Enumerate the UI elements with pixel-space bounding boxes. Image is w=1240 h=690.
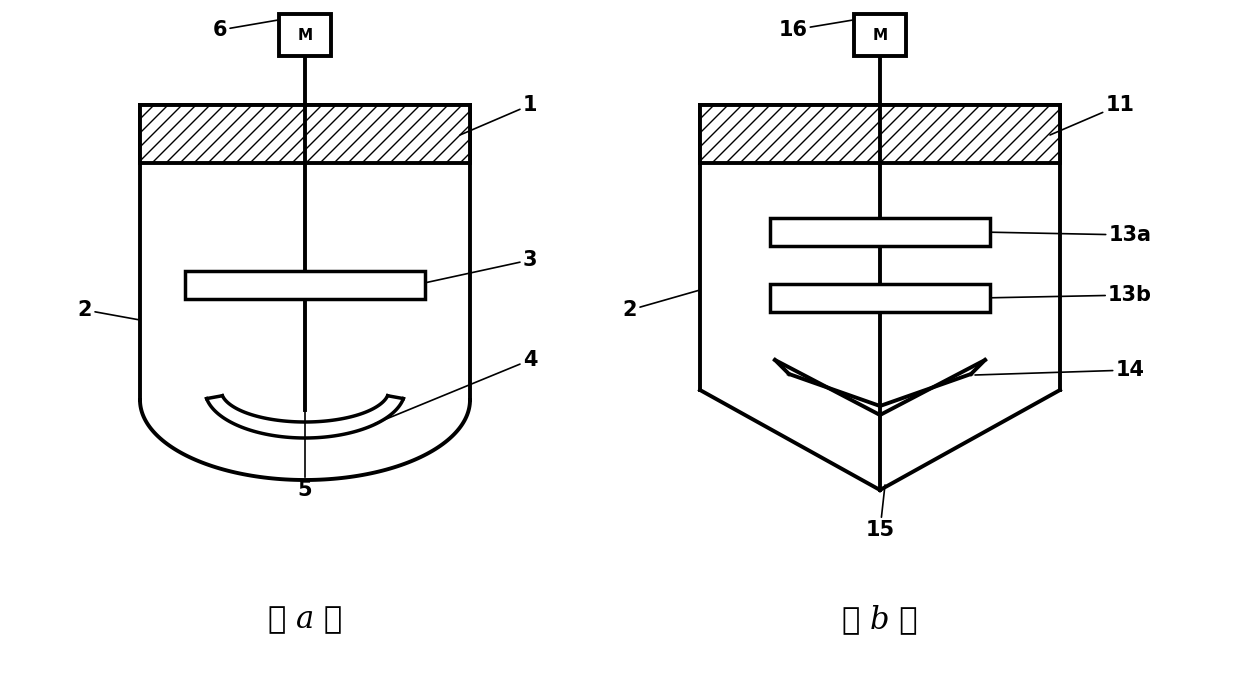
Text: 4: 4	[374, 350, 537, 424]
Text: M: M	[873, 28, 888, 43]
Text: 13a: 13a	[980, 225, 1152, 245]
Bar	[854, 14, 906, 56]
Text: 16: 16	[779, 19, 859, 40]
Text: 14: 14	[975, 360, 1145, 380]
Text: （ b ）: （ b ）	[842, 604, 918, 635]
Bar	[185, 271, 425, 299]
Text: 11: 11	[1050, 95, 1135, 135]
Text: 1: 1	[460, 95, 537, 135]
Text: 2: 2	[622, 290, 701, 320]
Bar	[279, 14, 331, 56]
Text: M: M	[298, 28, 312, 43]
Bar	[701, 105, 1060, 163]
Text: 2: 2	[78, 300, 140, 320]
Bar	[140, 105, 470, 163]
Text: （ a ）: （ a ）	[268, 604, 342, 635]
Bar	[770, 284, 990, 312]
Text: 5: 5	[298, 410, 312, 500]
Bar	[770, 218, 990, 246]
Text: 6: 6	[213, 19, 284, 40]
Text: 3: 3	[415, 250, 537, 285]
Text: 13b: 13b	[980, 285, 1152, 305]
Text: 15: 15	[866, 485, 894, 540]
